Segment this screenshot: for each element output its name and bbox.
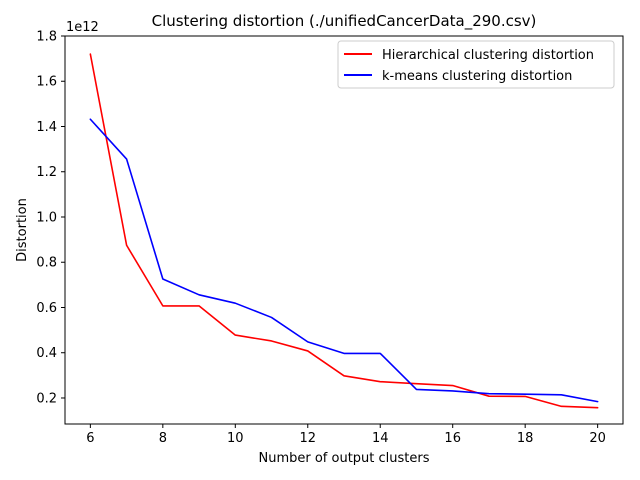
y-offset-label: 1e12	[66, 20, 99, 35]
x-tick-label: 8	[159, 431, 167, 446]
x-tick-label: 14	[372, 431, 389, 446]
legend-label-kmeans: k-means clustering distortion	[382, 69, 572, 84]
legend-label-hierarchical: Hierarchical clustering distortion	[382, 48, 594, 63]
axes-ticks: 6 8 10 12 14 16 18 20 0.2 0.4 0.6 0.8 1.0 1.2 1.4 1.6 1.…	[36, 30, 624, 446]
series-line-kmeans	[89, 118, 599, 403]
x-tick-label: 12	[299, 431, 316, 446]
x-tick-label: 6	[86, 431, 94, 446]
y-tick-label: 1.6	[36, 75, 57, 90]
x-tick-label: 18	[517, 431, 534, 446]
y-tick-label: 1.8	[36, 30, 57, 45]
y-axis-title: Distortion	[15, 198, 30, 262]
x-tick-label: 10	[227, 431, 244, 446]
legend: Hierarchical clustering distortion k-mea…	[337, 40, 615, 89]
legend-box	[337, 40, 615, 89]
axes-frame	[64, 35, 624, 425]
plot-area	[89, 53, 599, 409]
y-tick-label: 0.8	[36, 256, 57, 271]
y-tick-label: 0.6	[36, 301, 57, 316]
x-axis-title: Number of output clusters	[258, 451, 429, 466]
y-tick-label: 0.4	[36, 346, 57, 361]
y-tick-label: 1.0	[36, 210, 57, 225]
y-tick-label: 1.2	[36, 165, 57, 180]
y-tick-label: 0.2	[36, 391, 57, 406]
x-tick-label: 16	[444, 431, 461, 446]
x-tick-label: 20	[589, 431, 606, 446]
series-line-hierarchical	[89, 53, 599, 409]
y-tick-label: 1.4	[36, 120, 57, 135]
chart-title: Clustering distortion (./unifiedCancerDa…	[152, 12, 537, 31]
